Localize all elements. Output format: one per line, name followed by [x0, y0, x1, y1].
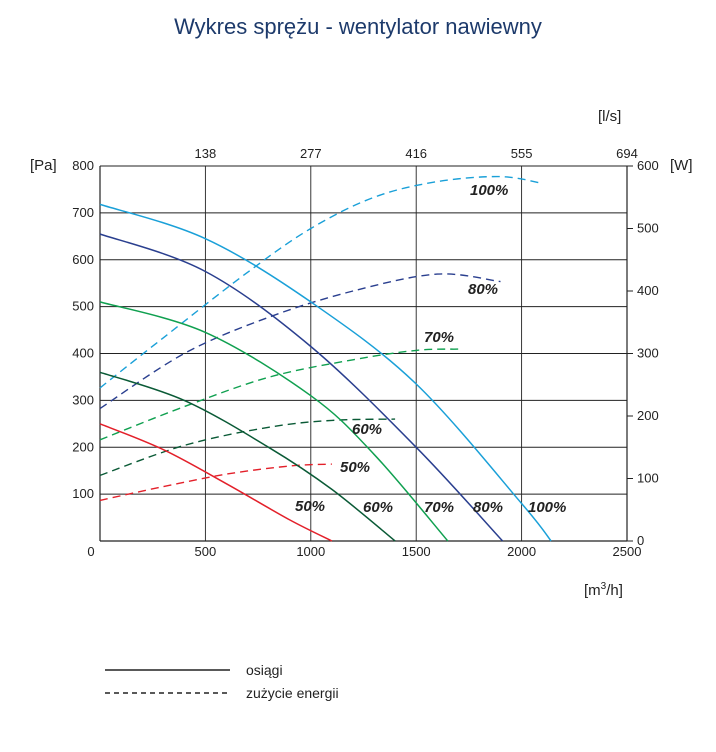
curve-labels: 50% 60% 70% 80% 100% 50% 60% 70% 80% 100% — [295, 182, 566, 516]
x-top-tick-label: 138 — [195, 146, 217, 161]
power-curve-70 — [99, 348, 459, 441]
y-left-tick-label: 600 — [72, 252, 94, 267]
y-left-tick-label: 500 — [72, 299, 94, 314]
x-bottom-unit-end: /h] — [606, 582, 623, 599]
power-curves — [99, 175, 543, 502]
y-right-tick-label: 400 — [637, 283, 659, 298]
y-right-tick-label: 200 — [637, 408, 659, 423]
pressure-curve-100 — [99, 203, 552, 542]
grid — [100, 165, 627, 541]
x-bottom-unit-sup: 3 — [601, 581, 607, 592]
y-right-tick-label: 300 — [637, 346, 659, 361]
y-right-tick-label: 0 — [637, 533, 644, 548]
x-bottom-unit-base: [m — [584, 582, 601, 599]
x-bottom-unit: [m3/h] — [584, 581, 623, 599]
pressure-curve-70 — [99, 301, 449, 542]
legend-dashed-label: zużycie energii — [246, 685, 339, 701]
x-top-tick-label: 416 — [405, 146, 427, 161]
x-bottom-tick-label: 2500 — [613, 544, 642, 559]
pressure-curve-label: 100% — [528, 499, 566, 516]
y-left-tick-label: 700 — [72, 205, 94, 220]
y-left-tick-labels: 100 200 300 400 500 600 700 800 — [72, 158, 94, 501]
legend-solid-label: osiągi — [246, 662, 283, 678]
pressure-curve-label: 50% — [295, 498, 325, 515]
y-right-tick-label: 500 — [637, 221, 659, 236]
chart-title: Wykres sprężu - wentylator nawiewny — [174, 14, 542, 39]
y-left-tick-label: 800 — [72, 158, 94, 173]
power-curve-50 — [99, 463, 332, 502]
x-bottom-tick-label: 2000 — [507, 544, 536, 559]
pressure-curve-60 — [99, 371, 396, 542]
power-curve-label: 70% — [424, 329, 454, 346]
x-top-tick-label: 277 — [300, 146, 322, 161]
pressure-curve-label: 60% — [363, 499, 393, 516]
y-left-tick-label: 200 — [72, 439, 94, 454]
power-curve-label: 60% — [352, 421, 382, 438]
y-left-tick-label: 100 — [72, 486, 94, 501]
x-bottom-tick-label: 0 — [87, 544, 94, 559]
x-bottom-tick-label: 1500 — [402, 544, 431, 559]
power-curve-label: 80% — [468, 281, 498, 298]
y-right-tick-label: 600 — [637, 158, 659, 173]
x-top-unit: [l/s] — [598, 108, 621, 125]
x-bottom-tick-label: 1000 — [296, 544, 325, 559]
x-top-tick-labels: 138 277 416 555 694 — [195, 146, 638, 161]
pressure-curve-label: 80% — [473, 499, 503, 516]
y-left-tick-label: 300 — [72, 392, 94, 407]
pressure-curves — [99, 203, 552, 542]
legend: osiągi zużycie energii — [105, 662, 339, 701]
pressure-curve-50 — [99, 423, 333, 542]
power-curve-label: 50% — [340, 459, 370, 476]
x-top-tick-label: 555 — [511, 146, 533, 161]
y-left-tick-label: 400 — [72, 346, 94, 361]
power-curve-60 — [99, 418, 396, 477]
x-bottom-tick-label: 500 — [195, 544, 217, 559]
pressure-curve-label: 70% — [424, 499, 454, 516]
y-right-unit: [W] — [670, 157, 693, 174]
power-curve-label: 100% — [470, 182, 508, 199]
pressure-curve-80 — [99, 233, 504, 542]
y-left-unit: [Pa] — [30, 157, 57, 174]
y-right-tick-labels: 0 100 200 300 400 500 600 — [627, 158, 659, 548]
x-bottom-tick-labels: 0 500 1000 1500 2000 2500 — [87, 544, 641, 559]
power-curve-80 — [99, 273, 501, 410]
y-right-tick-label: 100 — [637, 471, 659, 486]
x-top-tick-label: 694 — [616, 146, 638, 161]
